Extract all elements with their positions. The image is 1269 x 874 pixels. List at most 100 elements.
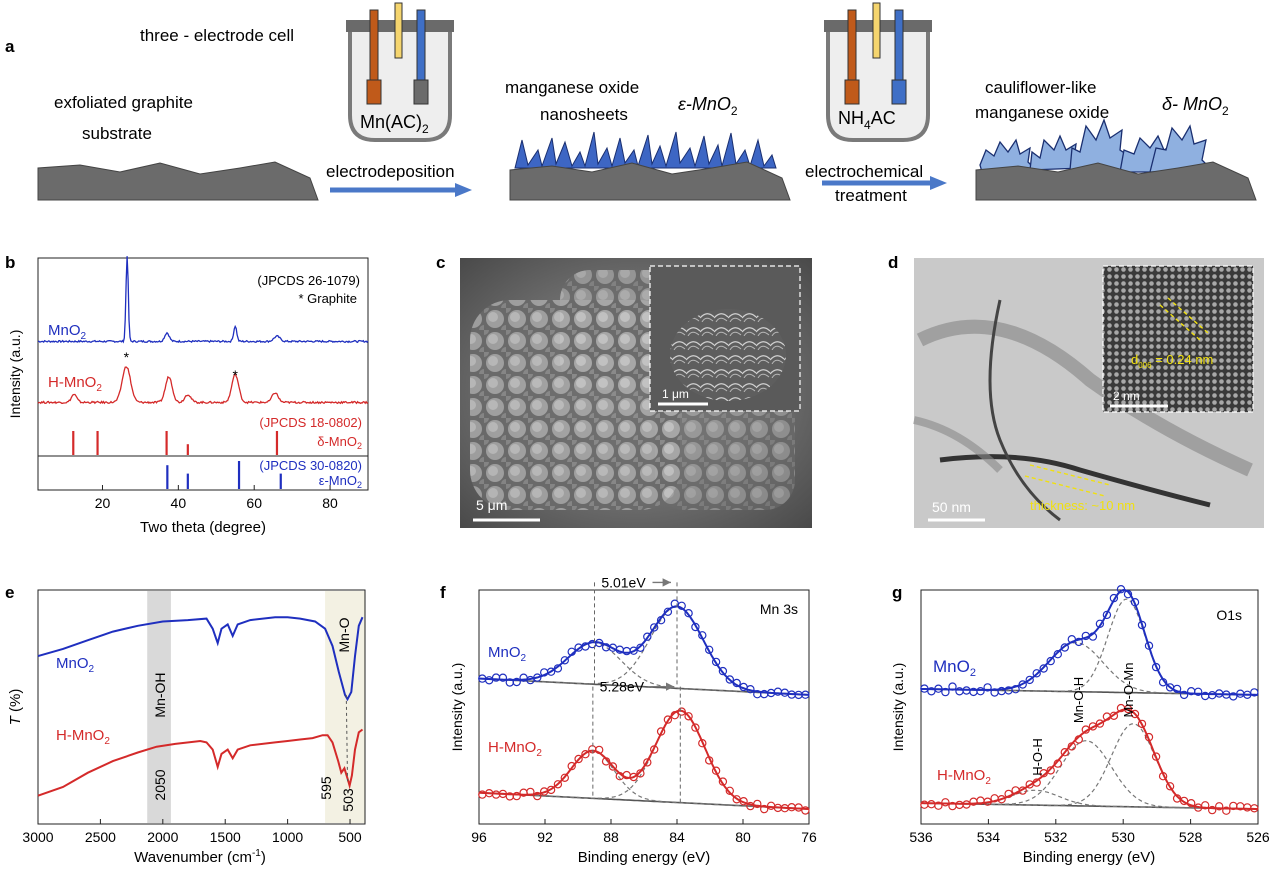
x-tick-label: 3000 bbox=[22, 829, 53, 845]
xps-data-point bbox=[656, 727, 666, 736]
xps-o-label-hmno2: H-MnO2 bbox=[937, 767, 991, 787]
xps-data-point bbox=[691, 723, 700, 732]
xps-data-point bbox=[1250, 688, 1259, 697]
xps-data-point bbox=[1172, 684, 1182, 694]
xps-data-point bbox=[636, 643, 645, 653]
xps-data-point bbox=[1095, 719, 1105, 728]
ftir-band-mnoh-label: Mn-OH bbox=[152, 672, 168, 717]
xrd-ref-eps-phase: ε-MnO2 bbox=[319, 473, 362, 490]
xrd-ref-delta-label: (JPCDS 18-0802) bbox=[259, 415, 362, 430]
xps-data-point bbox=[1018, 786, 1027, 795]
xps-data-point bbox=[567, 761, 576, 771]
cauliflower-text-line2: manganese oxide bbox=[975, 103, 1109, 122]
xps-data-point bbox=[1004, 789, 1013, 799]
panel-g: g 536 534 532 530 528 526 Binding energy (eV)… bbox=[890, 583, 1269, 866]
ftir-band-mno-label: Mn-O bbox=[336, 617, 352, 652]
xps-data-point bbox=[677, 707, 686, 716]
xps-data-point bbox=[677, 601, 686, 611]
xps-data-point bbox=[941, 798, 950, 807]
nanosheets-text-line2: nanosheets bbox=[540, 105, 628, 124]
xps-data-point bbox=[650, 623, 659, 632]
xps-data-point bbox=[533, 673, 542, 682]
xps-data-point bbox=[581, 750, 590, 759]
sem-inset-flake-particle bbox=[670, 309, 786, 401]
x-tick-label: 76 bbox=[801, 829, 817, 845]
panel-e-label: e bbox=[5, 583, 14, 602]
xps-data-point bbox=[663, 607, 673, 617]
panel-f: f 96 92 88 84 80 76 Binding energy (eV) Inten… bbox=[440, 574, 817, 866]
xps-mn-split-label-hmno2: 5.28eV bbox=[600, 679, 645, 695]
xps-data-point bbox=[1081, 725, 1091, 734]
xps-data-point bbox=[1165, 782, 1175, 791]
xps-data-point bbox=[553, 780, 563, 789]
x-tick-label: 1000 bbox=[272, 829, 303, 845]
tem-sheet-edge-2 bbox=[988, 299, 1061, 522]
xps-data-point bbox=[533, 791, 542, 801]
panel-d: d thickness: ~10 nm d006 = 0.24 nm 2 nm … bbox=[888, 253, 1264, 528]
step1-label: electrodeposition bbox=[326, 162, 455, 181]
ftir-ylabel: T (%) bbox=[7, 689, 24, 726]
xps-data-point bbox=[595, 745, 604, 755]
x-tick-label: 60 bbox=[246, 495, 262, 511]
xps-data-point bbox=[746, 685, 755, 694]
xps-data-point bbox=[920, 684, 929, 693]
xps-data-point bbox=[1046, 766, 1055, 775]
xps-data-point bbox=[1200, 801, 1210, 810]
xps-data-point bbox=[801, 806, 810, 815]
ftir-band-mnoh bbox=[147, 591, 171, 823]
electrochemical-cell-1: Mn(AC)2 bbox=[346, 2, 454, 142]
step2-label-line2: treatment bbox=[835, 186, 907, 205]
x-tick-label: 500 bbox=[338, 829, 362, 845]
sem-inset-scale-label: 1 μm bbox=[662, 387, 689, 401]
xps-o-label-hoh: H-O-H bbox=[1030, 738, 1045, 776]
xps-o-label-mno2: MnO2 bbox=[933, 657, 976, 679]
xps-data-point bbox=[567, 647, 576, 657]
x-tick-label: 84 bbox=[669, 829, 685, 845]
xps-data-point bbox=[948, 682, 957, 691]
xps-data-point bbox=[1158, 678, 1168, 687]
xps-data-point bbox=[663, 715, 673, 724]
xps-o-label-mnoh: Mn-O-H bbox=[1071, 677, 1086, 723]
ftir-x-ticks: 3000 2500 2000 1500 1000 500 bbox=[22, 819, 362, 845]
nanosheet-spikes bbox=[514, 131, 777, 169]
xps-data-point bbox=[766, 801, 776, 811]
xps-mn-ylabel: Intensity (a.u.) bbox=[449, 663, 465, 752]
ftir-label-mno2: MnO2 bbox=[56, 655, 95, 675]
arrow-step1 bbox=[330, 183, 472, 197]
xps-data-point bbox=[1060, 748, 1070, 757]
ftir-label-hmno2: H-MnO2 bbox=[56, 727, 110, 747]
x-tick-label: 2000 bbox=[147, 829, 178, 845]
xps-data-point bbox=[1229, 692, 1238, 701]
xps-data-point bbox=[560, 773, 570, 783]
xrd-annotation-jcpds-graphite: (JPCDS 26-1079) bbox=[257, 273, 360, 288]
panel-g-label: g bbox=[892, 583, 902, 602]
xrd-graphite-stars: ** bbox=[124, 349, 239, 383]
xps-o-plot bbox=[920, 585, 1259, 815]
xps-mn-corner-label: Mn 3s bbox=[760, 601, 798, 617]
xps-o-xlabel: Binding energy (eV) bbox=[1023, 849, 1156, 866]
xps-data-point bbox=[760, 804, 769, 814]
substrate-text-line2: substrate bbox=[82, 124, 152, 143]
sem-cauliflower-texture-3 bbox=[655, 390, 795, 510]
xps-data-point bbox=[1250, 804, 1259, 813]
xps-data-point bbox=[1088, 632, 1098, 641]
x-tick-label: 526 bbox=[1246, 829, 1269, 845]
sem-scale-label: 5 μm bbox=[476, 497, 507, 513]
xps-o-label-mnomn: Mn-O-Mn bbox=[1121, 663, 1136, 718]
xps-o-corner-label: O1s bbox=[1216, 607, 1242, 623]
xps-data-point bbox=[526, 787, 535, 797]
xps-data-point bbox=[920, 800, 929, 809]
step2-label-line1: electrochemical bbox=[805, 162, 923, 181]
electrochemical-cell-2: NH4AC bbox=[824, 2, 932, 142]
xps-component bbox=[479, 642, 810, 696]
xrd-annotation-graphite: * Graphite bbox=[298, 291, 357, 306]
substrate-3 bbox=[975, 161, 1257, 201]
xps-data-point bbox=[684, 609, 693, 618]
xps-data-point bbox=[512, 677, 521, 687]
x-tick-label: 40 bbox=[171, 495, 187, 511]
xps-data-point bbox=[976, 687, 985, 696]
xps-data-point bbox=[1109, 593, 1119, 603]
tem-sheet-fold-2 bbox=[913, 416, 1003, 473]
xps-data-point bbox=[629, 772, 638, 782]
